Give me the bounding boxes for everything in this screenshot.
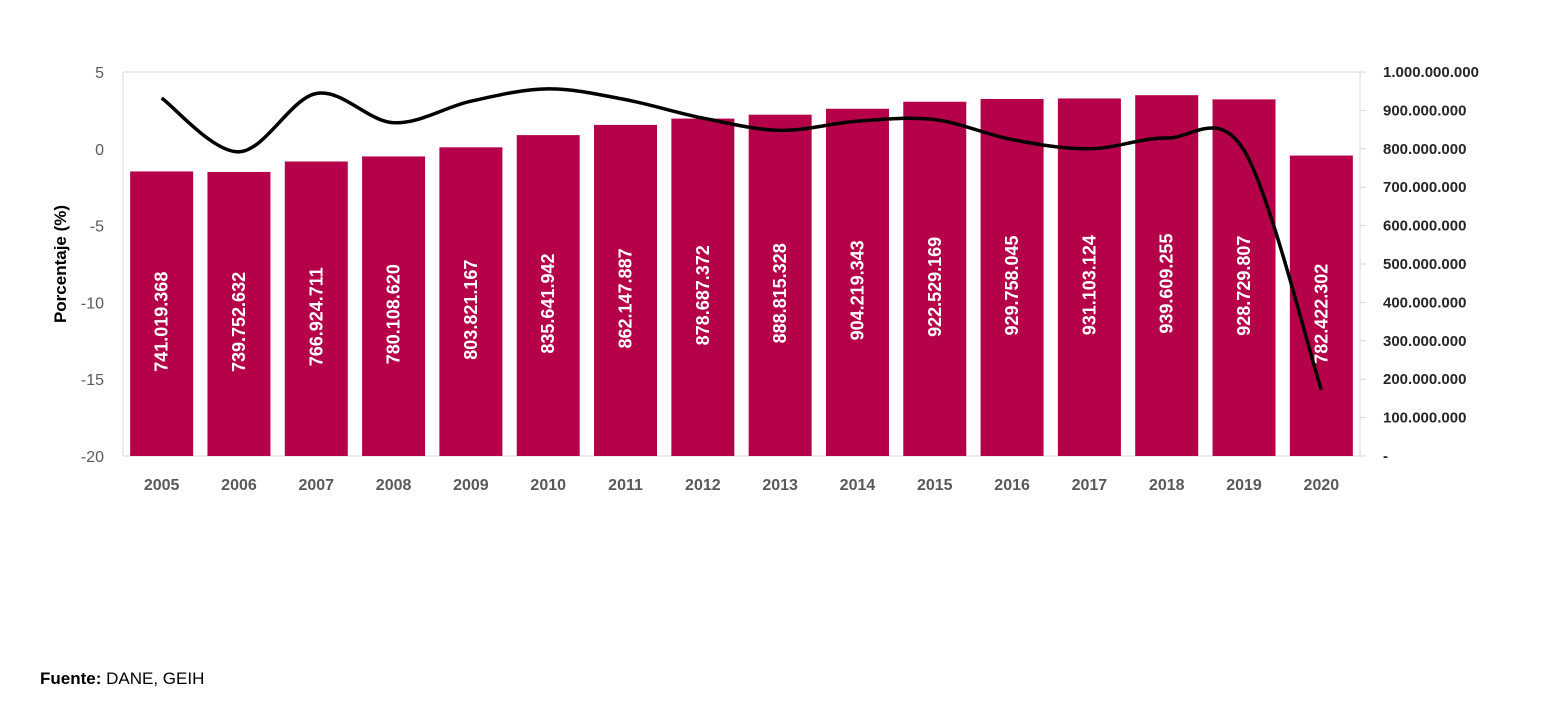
right-tick-label: 1.000.000.000 xyxy=(1383,64,1479,81)
bar-label-2011: 862.147.887 xyxy=(616,248,636,348)
bar-label-2020: 782.422.302 xyxy=(1311,264,1331,364)
right-tick-label: - xyxy=(1383,448,1388,465)
right-tick-label: 300.000.000 xyxy=(1383,333,1466,350)
growth-line xyxy=(160,87,1324,391)
right-tick-label: 600.000.000 xyxy=(1383,218,1466,235)
bar-label-2006: 739.752.632 xyxy=(229,272,249,372)
x-tick-label: 2014 xyxy=(840,477,876,494)
right-tick-label: 500.000.000 xyxy=(1383,256,1466,273)
right-tick-label: 200.000.000 xyxy=(1383,371,1466,388)
x-tick-label: 2020 xyxy=(1304,477,1340,494)
bar-label-2009: 803.821.167 xyxy=(461,260,481,360)
bar-label-2014: 904.219.343 xyxy=(847,240,867,340)
left-tick-label: -20 xyxy=(81,449,104,466)
x-tick-label: 2019 xyxy=(1226,477,1262,494)
right-tick-label: 700.000.000 xyxy=(1383,179,1466,196)
chart: 741.019.368 739.752.632 766.924.711 780.108… xyxy=(51,64,1479,494)
x-tick-label: 2007 xyxy=(298,477,334,494)
bar-label-2008: 780.108.620 xyxy=(384,264,404,364)
bar-2012 xyxy=(671,118,735,456)
bar-label-2012: 878.687.372 xyxy=(693,245,713,345)
x-tick-label: 2015 xyxy=(917,477,953,494)
bar-label-2015: 922.529.169 xyxy=(925,237,945,337)
bar-2017 xyxy=(1057,98,1121,457)
bar-2006 xyxy=(207,171,271,456)
bar-label-2010: 835.641.942 xyxy=(538,254,558,354)
x-tick-label: 2018 xyxy=(1149,477,1185,494)
x-tick-label: 2011 xyxy=(608,477,643,494)
left-tick-label: -15 xyxy=(81,372,104,389)
line-series xyxy=(160,87,1324,391)
bar-2005 xyxy=(130,171,194,457)
bar-label-2013: 888.815.328 xyxy=(770,243,790,343)
bar-2013 xyxy=(748,114,812,456)
left-tick-label: 5 xyxy=(95,65,104,82)
bar-2014 xyxy=(825,108,889,456)
x-tick-label: 2016 xyxy=(994,477,1030,494)
source-text: DANE, GEIH xyxy=(106,669,205,688)
x-tick-label: 2005 xyxy=(144,477,180,494)
bar-series xyxy=(130,95,1353,457)
bar-2007 xyxy=(284,161,348,456)
x-tick-label: 2006 xyxy=(221,477,257,494)
right-y-axis: 1.000.000.000 900.000.000 800.000.000 700.0… xyxy=(1360,64,1479,465)
bar-label-2019: 928.729.807 xyxy=(1234,236,1254,336)
x-axis: 2005 2006 2007 2008 2009 2010 2011 2012 2013 2014… xyxy=(144,477,1339,494)
bar-label-2016: 929.758.045 xyxy=(1002,235,1022,335)
bar-2010 xyxy=(516,135,580,456)
x-tick-label: 2010 xyxy=(530,477,566,494)
bar-2009 xyxy=(439,147,503,456)
bar-2018 xyxy=(1135,95,1199,456)
left-tick-label: 0 xyxy=(95,142,104,159)
bar-label-2017: 931.103.124 xyxy=(1079,235,1099,335)
left-tick-label: -10 xyxy=(81,295,104,312)
x-tick-label: 2009 xyxy=(453,477,489,494)
x-tick-label: 2008 xyxy=(376,477,412,494)
bar-2016 xyxy=(980,98,1044,457)
bar-label-2007: 766.924.711 xyxy=(306,267,326,366)
bar-2020 xyxy=(1289,155,1353,456)
source-note: Fuente: DANE, GEIH xyxy=(40,669,204,689)
bar-2011 xyxy=(594,124,658,456)
bar-2019 xyxy=(1212,99,1276,457)
right-tick-label: 900.000.000 xyxy=(1383,102,1466,119)
bar-label-2005: 741.019.368 xyxy=(152,272,172,372)
source-label: Fuente: xyxy=(40,669,102,688)
right-tick-label: 800.000.000 xyxy=(1383,141,1466,158)
bar-2015 xyxy=(903,101,967,456)
x-tick-label: 2017 xyxy=(1072,477,1108,494)
left-tick-label: -5 xyxy=(90,219,104,236)
x-tick-label: 2013 xyxy=(762,477,798,494)
right-tick-label: 400.000.000 xyxy=(1383,294,1466,311)
y-axis-title: Porcentaje (%) xyxy=(51,205,70,323)
bar-value-labels: 741.019.368 739.752.632 766.924.711 780.108… xyxy=(152,234,1332,372)
left-y-axis: 5 0 -5 -10 -15 -20 xyxy=(81,65,104,466)
bar-label-2018: 939.609.255 xyxy=(1157,234,1177,334)
x-tick-label: 2012 xyxy=(685,477,721,494)
bar-2008 xyxy=(362,156,426,456)
right-tick-label: 100.000.000 xyxy=(1383,410,1466,427)
